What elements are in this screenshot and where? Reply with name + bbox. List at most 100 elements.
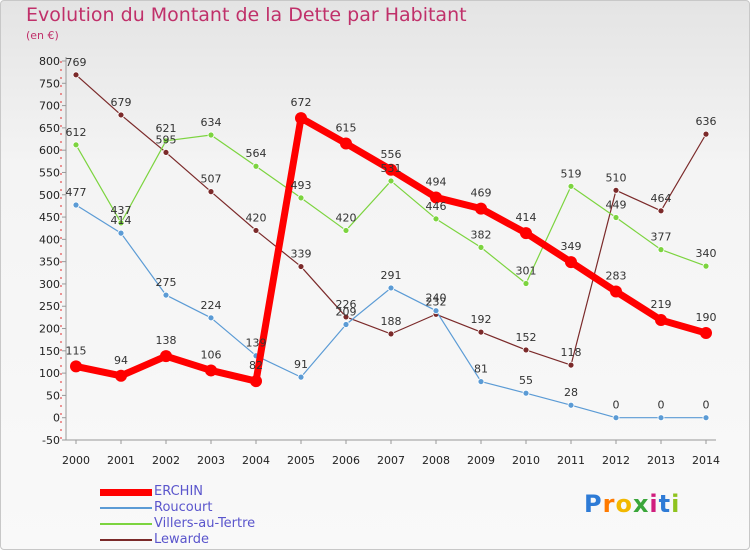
data-point [477, 243, 485, 251]
y-tick-label: 800 [39, 55, 60, 68]
data-label: 0 [703, 399, 710, 412]
data-point [252, 227, 260, 234]
x-tick-label: 2008 [422, 454, 450, 467]
data-point [205, 364, 217, 377]
y-tick-label: 0 [53, 412, 60, 425]
data-point [702, 414, 710, 422]
data-label: 55 [519, 374, 533, 387]
data-point [387, 284, 395, 292]
data-label: 188 [381, 315, 402, 328]
data-point [297, 263, 305, 270]
data-point [115, 369, 127, 382]
data-point [475, 202, 487, 215]
logo-letter: P [584, 490, 603, 518]
data-label: 224 [201, 299, 222, 312]
data-point [430, 191, 442, 204]
chart-title: Evolution du Montant de la Dette par Hab… [26, 4, 467, 26]
x-tick-label: 2004 [242, 454, 270, 467]
data-label: 615 [336, 121, 357, 134]
data-label: 469 [471, 187, 492, 200]
data-label: 414 [111, 214, 132, 227]
y-tick-label: 100 [39, 367, 60, 380]
data-label: 414 [516, 211, 537, 224]
unit-note: (en €) [26, 29, 59, 42]
data-point [117, 111, 125, 119]
data-label: 301 [516, 264, 537, 277]
y-tick-label: 300 [39, 278, 60, 291]
y-tick-label: 400 [39, 233, 60, 246]
data-label: 340 [696, 247, 717, 260]
legend-swatch [100, 489, 152, 496]
logo-letter: i [671, 490, 681, 518]
data-label: 564 [246, 147, 267, 160]
data-point [612, 414, 620, 422]
data-label: 494 [426, 175, 447, 188]
data-label: 493 [291, 179, 312, 192]
data-label: 531 [381, 162, 402, 175]
y-tick-label: 450 [39, 211, 60, 224]
data-point [702, 130, 710, 138]
series-roucourt [72, 201, 710, 422]
logo-letter: i [649, 490, 659, 518]
data-label: 349 [561, 240, 582, 253]
logo-letter: x [632, 490, 650, 518]
series-lewarde [72, 71, 710, 369]
data-point [567, 401, 575, 409]
data-point [297, 194, 305, 202]
data-label: 556 [381, 148, 402, 161]
axes: -500501001502002503003504004505005506006… [39, 55, 720, 467]
data-label: 28 [564, 386, 578, 399]
data-point [520, 227, 532, 240]
x-tick-label: 2014 [692, 454, 720, 467]
series-erchin [70, 112, 712, 388]
data-label: 437 [111, 204, 132, 217]
y-tick-label: 150 [39, 345, 60, 358]
data-label: 138 [156, 334, 177, 347]
data-point [432, 307, 440, 315]
legend-swatch [100, 539, 152, 541]
data-point [700, 326, 712, 339]
data-label: 477 [66, 186, 87, 199]
data-label: 672 [291, 96, 312, 109]
data-point [657, 246, 665, 254]
data-point [162, 291, 170, 299]
data-point [340, 137, 352, 150]
x-tick-label: 2000 [62, 454, 90, 467]
data-label: 377 [651, 231, 672, 244]
data-label: 91 [294, 358, 308, 371]
data-point [522, 346, 530, 354]
x-tick-label: 2012 [602, 454, 630, 467]
y-tick-label: 250 [39, 300, 60, 313]
data-label: 679 [111, 96, 132, 109]
data-point [522, 389, 530, 397]
y-tick-label: 50 [46, 389, 60, 402]
data-label: 634 [201, 116, 222, 129]
data-point [342, 321, 350, 328]
data-point [432, 215, 440, 223]
data-label: 464 [651, 192, 672, 205]
data-point [162, 149, 170, 156]
legend-label: Villers-au-Tertre [154, 516, 256, 531]
data-point [477, 378, 485, 385]
data-label: 94 [114, 354, 128, 367]
logo-letter: t [658, 490, 672, 518]
data-label: 420 [246, 211, 267, 224]
data-point [567, 361, 575, 369]
proxiti-logo: Proxiti [584, 490, 680, 518]
data-label: 226 [336, 298, 357, 311]
x-tick-label: 2002 [152, 454, 180, 467]
x-tick-label: 2005 [287, 454, 315, 467]
data-label: 0 [613, 399, 620, 412]
data-label: 291 [381, 269, 402, 282]
data-point [657, 207, 665, 215]
x-tick-label: 2006 [332, 454, 360, 467]
data-point [117, 219, 125, 227]
data-label: 81 [474, 363, 488, 376]
legend-label: ERCHIN [154, 484, 204, 499]
data-label: 139 [246, 337, 267, 350]
data-label: 382 [471, 228, 492, 241]
y-tick-label: 550 [39, 166, 60, 179]
data-label: 621 [156, 122, 177, 135]
data-point [522, 280, 530, 287]
